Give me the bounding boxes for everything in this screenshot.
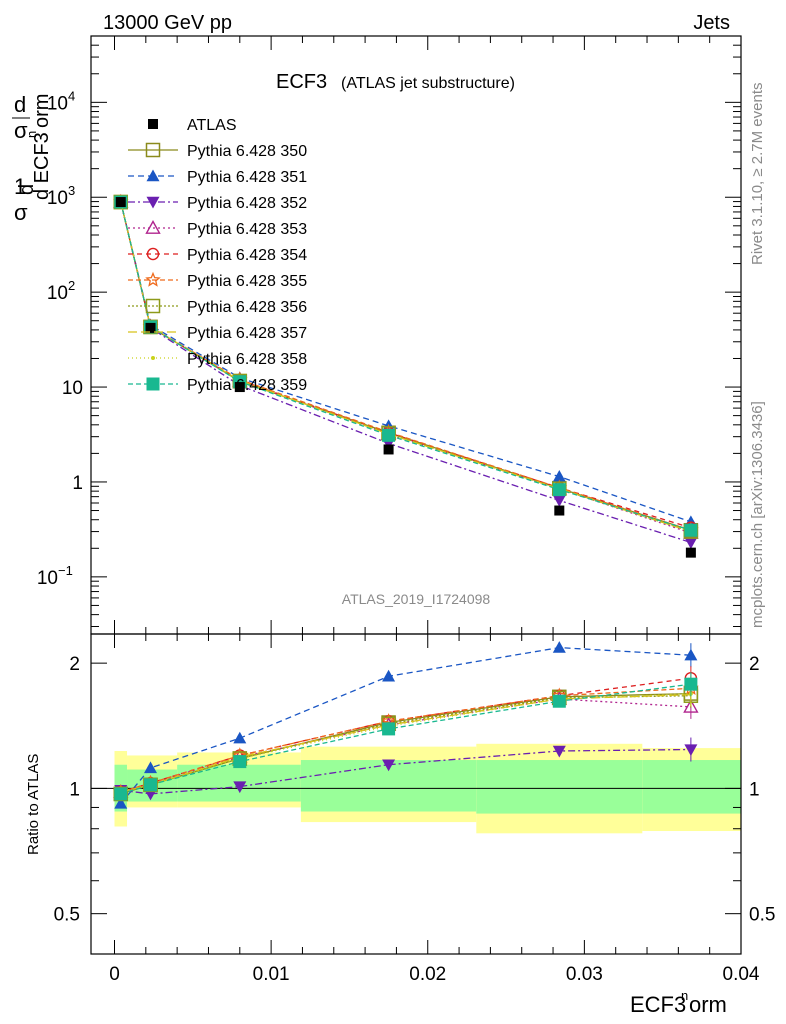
legend-label-data: ATLAS (187, 117, 237, 134)
main-y-tick-label: 10 (47, 188, 68, 209)
main-point-p352-4 (552, 495, 566, 507)
ratio-point-p352-2 (233, 781, 247, 794)
main-y-tick-exponent: 3 (68, 183, 75, 198)
svg-text:n: n (24, 131, 39, 138)
svg-text:σ: σ (14, 118, 28, 143)
ratio-y-tick-label: 2 (69, 654, 80, 675)
svg-text:n: n (681, 988, 688, 1003)
legend-marker-p352 (146, 196, 160, 209)
main-y-tick-exponent: 4 (68, 88, 75, 103)
ratio-point-p359-4 (552, 694, 566, 708)
main-point-p352-5 (684, 537, 698, 550)
ratio-y-axis-label: Ratio to ATLAS (25, 754, 42, 855)
band-inner-bin-5 (642, 760, 741, 814)
legend-label-p355: Pythia 6.428 355 (187, 273, 307, 290)
plot-title: ECF3 (ATLAS jet substructure) (276, 71, 515, 93)
analysis-watermark: ATLAS_2019_I1724098 (342, 591, 491, 607)
ratio-y-tick-label-right: 0.5 (749, 905, 775, 926)
legend-marker-p355 (145, 271, 161, 287)
x-tick-label: 0 (109, 964, 120, 985)
legend-label-p358: Pythia 6.428 358 (187, 351, 307, 368)
legend-marker-p353 (145, 220, 161, 234)
legend-label-p352: Pythia 6.428 352 (187, 195, 307, 212)
legend-marker-p359 (146, 377, 160, 391)
atlas-data-point-2 (234, 382, 245, 393)
x-tick-label: 0.04 (723, 964, 760, 985)
atlas-data-point-1 (145, 322, 156, 333)
legend: ATLAS Pythia 6.428 350 Pythia 6.428 351 Pyt… (128, 117, 307, 394)
ratio-point-p351-0 (114, 796, 128, 809)
ratio-y-tick-label: 0.5 (54, 905, 80, 926)
legend-label-p350: Pythia 6.428 350 (187, 143, 307, 160)
ratio-point-p359-3 (382, 722, 396, 736)
main-y-tick-label: 10 (47, 283, 68, 304)
atlas-data-point-5 (685, 547, 696, 558)
mcplots-reference-label: mcplots.cern.ch [arXiv:1306.3436] (749, 401, 766, 628)
x-axis-label: ECF3 n orm (630, 988, 727, 1017)
ratio-point-p351-1 (144, 761, 158, 774)
svg-text:d ECF3: d ECF3 (31, 132, 53, 200)
header-process-label: Jets (693, 12, 730, 34)
svg-text:ECF3: ECF3 (630, 992, 686, 1017)
main-y-tick-exponent: −1 (58, 563, 73, 578)
main-point-p359-3 (382, 428, 396, 442)
main-y-axis-label: d σ 1 σ d d ECF3 n orm (12, 92, 53, 225)
svg-text:σ: σ (14, 200, 28, 225)
legend-label-p357: Pythia 6.428 357 (187, 325, 307, 342)
legend-marker-p356 (145, 298, 161, 314)
legend-marker-p358 (151, 356, 155, 360)
svg-text:d: d (14, 92, 26, 117)
main-y-tick-label: 10 (62, 378, 83, 399)
atlas-data-point-3 (383, 444, 394, 455)
svg-text:orm: orm (689, 992, 727, 1017)
ratio-uncertainty-bands (91, 743, 741, 834)
legend-label-p354: Pythia 6.428 354 (187, 247, 307, 264)
legend-marker-p350 (145, 142, 161, 158)
ratio-point-p351-3 (382, 669, 396, 682)
title-subtitle: (ATLAS jet substructure) (341, 75, 515, 92)
legend-label-p353: Pythia 6.428 353 (187, 221, 307, 238)
ratio-point-p359-2 (233, 755, 247, 769)
legend-label-p351: Pythia 6.428 351 (187, 169, 307, 186)
svg-text:d: d (16, 184, 38, 195)
ratio-point-p352-3 (382, 759, 396, 772)
main-y-tick-exponent: 2 (68, 278, 75, 293)
title-main: ECF3 (276, 71, 327, 93)
main-point-p351-4 (552, 470, 566, 482)
legend-marker-p354 (146, 247, 160, 261)
ratio-y-tick-label-right: 2 (749, 654, 760, 675)
ratio-point-p359-1 (144, 778, 158, 792)
legend-label-p359: Pythia 6.428 359 (187, 377, 307, 394)
svg-text:1: 1 (14, 174, 26, 199)
rivet-version-label: Rivet 3.1.10, ≥ 2.7M events (749, 83, 766, 266)
main-y-tick-label: 10 (47, 93, 68, 114)
main-y-tick-label: 10 (37, 568, 58, 589)
ratio-y-tick-label: 1 (69, 779, 80, 800)
x-tick-label: 0.02 (409, 964, 446, 985)
ratio-line-p357 (120, 694, 691, 793)
svg-text:orm: orm (31, 94, 53, 128)
legend-label-p356: Pythia 6.428 356 (187, 299, 307, 316)
ratio-point-p359-0 (114, 787, 128, 801)
header-energy-label: 13000 GeV pp (103, 12, 232, 34)
ratio-series-layer (113, 641, 699, 809)
main-point-p359-4 (552, 483, 566, 497)
ratio-line-p351 (120, 646, 691, 804)
ratio-point-p351-2 (233, 731, 247, 744)
main-y-tick-label: 1 (72, 473, 83, 494)
ratio-point-p351-4 (552, 641, 566, 653)
band-inner-bin-4 (476, 760, 643, 814)
legend-marker-data (148, 119, 158, 129)
ratio-point-p352-4 (552, 745, 566, 758)
atlas-data-point-0 (115, 197, 126, 208)
legend-marker-p351 (146, 169, 160, 182)
x-tick-label: 0.01 (253, 964, 290, 985)
main-point-p359-5 (684, 523, 698, 537)
ratio-y-tick-label-right: 1 (749, 779, 760, 800)
ratio-plot-frame (90, 633, 742, 955)
atlas-data-point-4 (554, 505, 565, 516)
x-tick-label: 0.03 (566, 964, 603, 985)
